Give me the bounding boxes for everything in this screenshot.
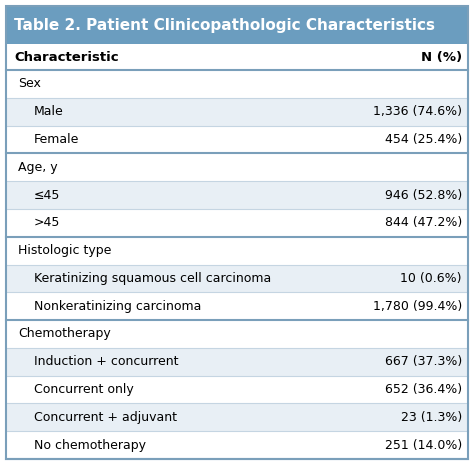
Text: 1,780 (99.4%): 1,780 (99.4%) xyxy=(373,299,462,312)
Bar xyxy=(6,237,468,265)
Text: Female: Female xyxy=(34,133,79,146)
Text: N (%): N (%) xyxy=(421,51,462,64)
Text: Concurrent + adjuvant: Concurrent + adjuvant xyxy=(34,411,177,424)
Text: Induction + concurrent: Induction + concurrent xyxy=(34,355,179,368)
Bar xyxy=(6,126,468,153)
Text: 23 (1.3%): 23 (1.3%) xyxy=(401,411,462,424)
Text: Nonkeratinizing carcinoma: Nonkeratinizing carcinoma xyxy=(34,299,201,312)
Text: Sex: Sex xyxy=(18,77,41,90)
Bar xyxy=(6,404,468,431)
Text: Concurrent only: Concurrent only xyxy=(34,383,134,396)
Bar xyxy=(6,265,468,292)
Text: ≤45: ≤45 xyxy=(34,188,60,201)
Text: Male: Male xyxy=(34,105,64,118)
Bar xyxy=(6,348,468,376)
Bar xyxy=(6,181,468,209)
Text: Histologic type: Histologic type xyxy=(18,244,111,257)
Text: Keratinizing squamous cell carcinoma: Keratinizing squamous cell carcinoma xyxy=(34,272,271,285)
Text: 667 (37.3%): 667 (37.3%) xyxy=(385,355,462,368)
Text: 251 (14.0%): 251 (14.0%) xyxy=(385,438,462,452)
Bar xyxy=(6,70,468,98)
Bar xyxy=(6,209,468,237)
Bar xyxy=(6,431,468,459)
Text: 844 (47.2%): 844 (47.2%) xyxy=(385,216,462,229)
Text: Chemotherapy: Chemotherapy xyxy=(18,327,111,340)
Text: Age, y: Age, y xyxy=(18,161,58,174)
Text: >45: >45 xyxy=(34,216,60,229)
Bar xyxy=(6,320,468,348)
Text: 1,336 (74.6%): 1,336 (74.6%) xyxy=(373,105,462,118)
Text: Table 2. Patient Clinicopathologic Characteristics: Table 2. Patient Clinicopathologic Chara… xyxy=(14,18,435,33)
Bar xyxy=(6,98,468,126)
Text: 10 (0.6%): 10 (0.6%) xyxy=(401,272,462,285)
Text: 946 (52.8%): 946 (52.8%) xyxy=(385,188,462,201)
Text: No chemotherapy: No chemotherapy xyxy=(34,438,146,452)
Text: 652 (36.4%): 652 (36.4%) xyxy=(385,383,462,396)
Text: Characteristic: Characteristic xyxy=(14,51,118,64)
Text: 454 (25.4%): 454 (25.4%) xyxy=(385,133,462,146)
Bar xyxy=(6,153,468,181)
Bar xyxy=(6,292,468,320)
Bar xyxy=(6,376,468,404)
Bar xyxy=(6,44,468,70)
Bar xyxy=(6,6,468,44)
